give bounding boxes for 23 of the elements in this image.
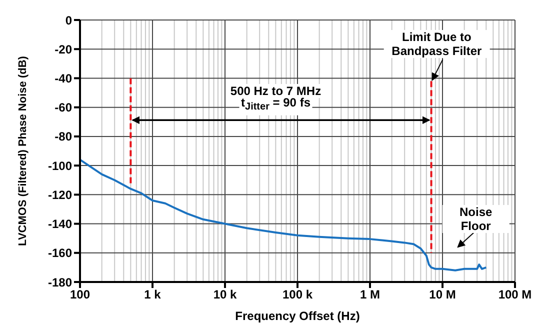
x-tick-label: 100 k bbox=[282, 288, 313, 302]
y-tick-label: -120 bbox=[48, 188, 72, 202]
y-tick-label: -20 bbox=[54, 42, 72, 56]
x-axis-title: Frequency Offset (Hz) bbox=[235, 309, 360, 323]
annotation: Limit Due to Bandpass Filter bbox=[384, 30, 490, 58]
y-tick-label: -160 bbox=[48, 246, 72, 260]
y-tick-label: -80 bbox=[54, 130, 72, 144]
x-tick-label: 100 M bbox=[498, 288, 532, 302]
x-tick-label: 10 M bbox=[429, 288, 456, 302]
x-tick-label: 1 M bbox=[360, 288, 380, 302]
y-tick-label: -140 bbox=[48, 217, 72, 232]
y-axis-title: LVCMOS (Filtered) Phase Noise (dB) bbox=[16, 56, 29, 246]
y-tick-label: -100 bbox=[48, 158, 72, 173]
y-tick-label: -40 bbox=[54, 71, 72, 86]
annotation: t$_{Jitter}$ = 90 fs bbox=[239, 95, 312, 115]
x-tick-label: 100 bbox=[70, 288, 90, 302]
x-tick-label: 1 k bbox=[144, 288, 162, 302]
x-tick-label: 10 k bbox=[213, 288, 237, 302]
annotation: Noise Floor bbox=[442, 205, 510, 234]
annotation: 500 Hz to 7 MHz bbox=[228, 84, 324, 98]
y-tick-label: -180 bbox=[48, 275, 72, 290]
y-tick-label: -60 bbox=[54, 100, 72, 115]
y-tick-label: 0 bbox=[65, 13, 72, 28]
